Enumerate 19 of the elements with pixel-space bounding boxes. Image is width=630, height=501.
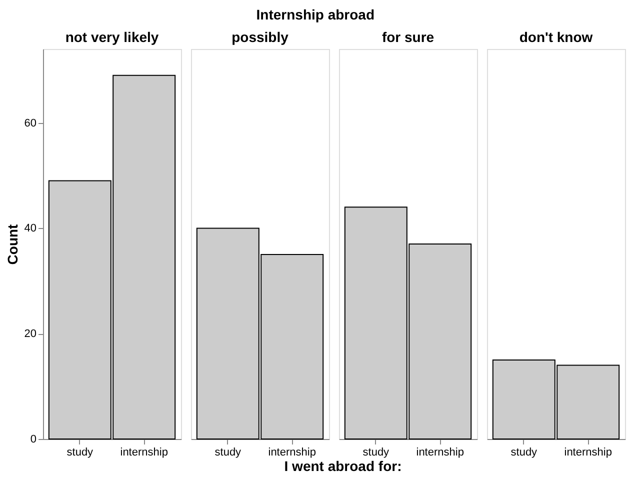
chart-title: for sure (382, 29, 434, 45)
chart-title: don't know (519, 29, 593, 45)
y-tick-label: 60 (24, 117, 36, 130)
y-tick-label: 0 (30, 434, 36, 446)
text: Internship abroad (256, 6, 374, 22)
chart-title: not very likely (65, 29, 159, 45)
x-tick-label: study (510, 446, 538, 458)
x-tick-label: internship (268, 446, 316, 458)
y-tick-label: 40 (24, 222, 36, 235)
x-tick-label: study (66, 446, 94, 458)
x-tick-label: study (362, 446, 390, 458)
y-tick-label: 20 (24, 328, 36, 340)
y-axis-title: Count (4, 224, 20, 265)
chart-title: possibly (232, 29, 289, 45)
x-tick-label: internship (564, 446, 612, 458)
x-tick-label: study (214, 446, 242, 458)
x-tick-label: internship (120, 446, 168, 458)
text: I went abroad for: (284, 458, 402, 474)
x-tick-label: internship (416, 446, 464, 458)
